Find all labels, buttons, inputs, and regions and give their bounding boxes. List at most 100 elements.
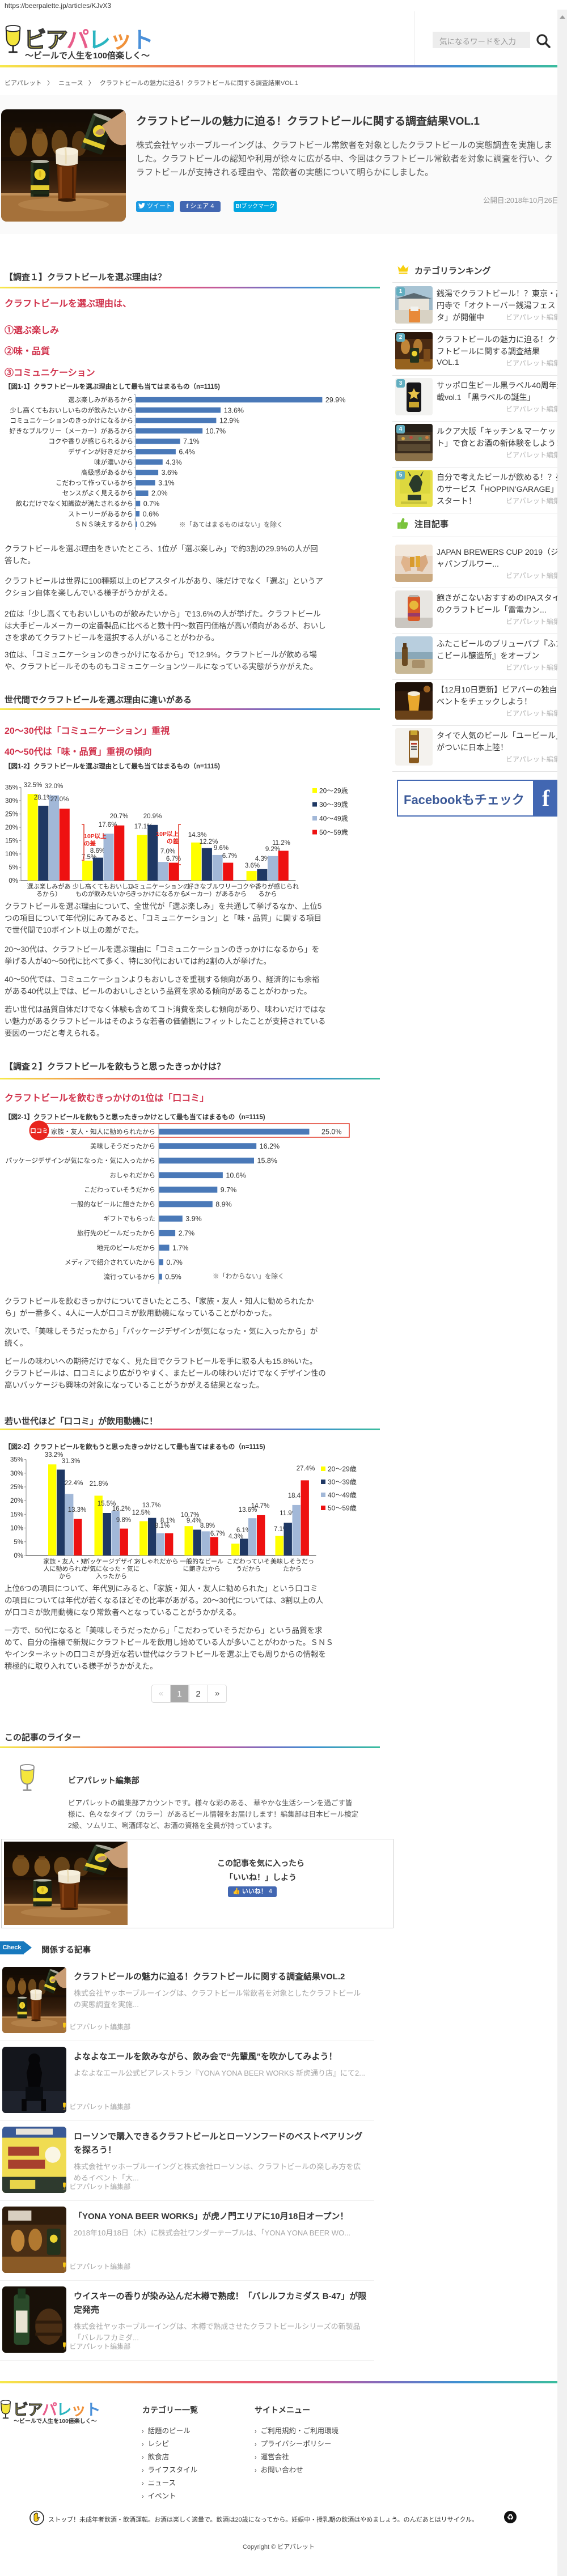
svg-text:ＳＮＳ映えするから: ＳＮＳ映えするから — [75, 521, 134, 528]
svg-text:20%: 20% — [10, 1498, 23, 1504]
svg-text:パッケージデザイン: パッケージデザイン — [83, 1557, 139, 1565]
svg-text:※「わからない」を除く: ※「わからない」を除く — [213, 1272, 285, 1280]
svg-text:15%: 15% — [5, 838, 18, 845]
svg-text:パッケージデザインが気になった・気に入ったから: パッケージデザインが気になった・気に入ったから — [6, 1157, 155, 1164]
svg-text:メディアで紹介されていたから: メディアで紹介されていたから — [65, 1258, 155, 1266]
svg-text:6.1%: 6.1% — [236, 1527, 251, 1534]
svg-text:3.6%: 3.6% — [162, 469, 178, 477]
svg-text:16.2%: 16.2% — [112, 1506, 131, 1512]
svg-text:50〜59歳: 50〜59歳 — [319, 828, 348, 836]
svg-text:4.3%: 4.3% — [166, 458, 182, 466]
svg-text:※「あてはまるものはない」を除く: ※「あてはまるものはない」を除く — [179, 521, 284, 529]
svg-text:6.7%: 6.7% — [222, 853, 237, 860]
svg-text:たから: たから — [283, 1565, 302, 1572]
svg-text:8.9%: 8.9% — [215, 1201, 232, 1209]
svg-text:14.7%: 14.7% — [251, 1503, 270, 1510]
svg-text:おしゃれだから: おしゃれだから — [110, 1172, 156, 1179]
svg-text:好きなブルワリー: 好きなブルワリー — [188, 882, 238, 890]
svg-text:0%: 0% — [14, 1553, 23, 1559]
svg-text:0.2%: 0.2% — [140, 521, 156, 529]
svg-text:飲むだけでなく知識欲が満たされるから: 飲むだけでなく知識欲が満たされるから — [16, 500, 133, 508]
svg-text:人に勧められた: 人に勧められた — [44, 1565, 87, 1572]
svg-text:5%: 5% — [14, 1539, 23, 1546]
svg-text:高級感があるから: 高級感があるから — [81, 469, 133, 477]
svg-text:50〜59歳: 50〜59歳 — [328, 1504, 357, 1512]
svg-text:が気になった・気に: が気になった・気に — [83, 1565, 139, 1572]
svg-text:コクや香りが感じられるから: コクや香りが感じられるから — [49, 437, 134, 445]
svg-text:10.7%: 10.7% — [206, 427, 226, 435]
svg-text:12.9%: 12.9% — [219, 417, 239, 425]
svg-text:きっかけになるから: きっかけになるから — [130, 890, 187, 898]
svg-text:9.6%: 9.6% — [214, 845, 229, 852]
svg-text:5%: 5% — [9, 865, 18, 872]
svg-text:るから）: るから） — [36, 890, 61, 898]
svg-text:35%: 35% — [5, 785, 18, 792]
svg-text:30%: 30% — [10, 1470, 23, 1477]
svg-text:選ぶ楽しみがあるから: 選ぶ楽しみがあるから — [68, 396, 133, 404]
svg-text:27.0%: 27.0% — [50, 796, 69, 803]
svg-text:7.0%: 7.0% — [160, 848, 175, 855]
svg-text:30〜39歳: 30〜39歳 — [319, 801, 348, 809]
svg-text:0.6%: 0.6% — [143, 510, 159, 518]
svg-text:10P以上: 10P以上 — [156, 830, 179, 838]
svg-text:28.1%: 28.1% — [34, 794, 53, 801]
svg-text:3.6%: 3.6% — [245, 862, 260, 869]
svg-text:15.5%: 15.5% — [98, 1500, 116, 1507]
svg-text:22.4%: 22.4% — [65, 1480, 83, 1487]
svg-text:20〜29歳: 20〜29歳 — [319, 787, 348, 795]
svg-text:10%: 10% — [5, 851, 18, 858]
svg-text:12.2%: 12.2% — [200, 839, 218, 845]
svg-text:8.6%: 8.6% — [90, 848, 105, 855]
svg-text:4.3%: 4.3% — [229, 1533, 243, 1540]
svg-text:6.4%: 6.4% — [179, 448, 195, 456]
svg-text:10%: 10% — [10, 1525, 23, 1532]
svg-text:センスがよく見えるから: センスがよく見えるから — [62, 489, 133, 497]
svg-text:7.1%: 7.1% — [183, 437, 200, 445]
svg-text:14.3%: 14.3% — [188, 832, 207, 839]
svg-text:25.0%: 25.0% — [321, 1128, 341, 1136]
svg-text:31.3%: 31.3% — [62, 1458, 81, 1465]
svg-text:6.7%: 6.7% — [210, 1531, 225, 1537]
svg-text:0%: 0% — [9, 878, 18, 885]
svg-text:地元のビールだから: 地元のビールだから — [97, 1244, 156, 1252]
svg-text:少し高くてもおいしいものが飲みたいから: 少し高くてもおいしいものが飲みたいから — [10, 406, 133, 414]
svg-text:25%: 25% — [10, 1484, 23, 1491]
svg-text:12.5%: 12.5% — [132, 1510, 151, 1516]
svg-text:13.3%: 13.3% — [68, 1507, 87, 1514]
svg-text:8.8%: 8.8% — [200, 1523, 215, 1529]
svg-text:16.2%: 16.2% — [260, 1142, 280, 1150]
svg-text:30〜39歳: 30〜39歳 — [328, 1478, 357, 1486]
svg-text:の差: の差 — [167, 838, 179, 845]
svg-text:9.4%: 9.4% — [187, 1517, 201, 1524]
svg-text:20.9%: 20.9% — [143, 813, 162, 820]
svg-text:15%: 15% — [10, 1511, 23, 1518]
svg-text:流行っているから: 流行っているから — [104, 1273, 155, 1281]
svg-text:少し高くてもおいしい: 少し高くてもおいしい — [73, 882, 134, 890]
svg-text:29.9%: 29.9% — [325, 396, 345, 404]
svg-text:るから: るから — [259, 890, 277, 898]
svg-text:ストーリーがあるから: ストーリーがあるから — [68, 510, 133, 518]
svg-text:13.7%: 13.7% — [142, 1502, 161, 1509]
svg-text:20.7%: 20.7% — [110, 813, 129, 820]
svg-text:1.7%: 1.7% — [172, 1244, 189, 1252]
svg-text:入ったから: 入ったから — [96, 1572, 127, 1580]
svg-text:9.2%: 9.2% — [265, 846, 280, 853]
svg-text:味が濃いから: 味が濃いから — [94, 458, 133, 466]
svg-text:32.0%: 32.0% — [45, 783, 64, 790]
svg-text:好きなブルワリー（メーカー）があるから: 好きなブルワリー（メーカー）があるから — [10, 427, 134, 435]
svg-text:コクや香りが感じられ: コクや香りが感じられ — [236, 882, 299, 890]
svg-text:15.8%: 15.8% — [257, 1157, 277, 1165]
svg-text:10.6%: 10.6% — [226, 1171, 246, 1179]
svg-text:27.4%: 27.4% — [297, 1465, 315, 1472]
svg-text:7.5%: 7.5% — [82, 854, 96, 861]
svg-text:♻: ♻ — [507, 2513, 514, 2522]
svg-text:美味しそうだったから: 美味しそうだったから — [90, 1142, 155, 1150]
svg-text:6.7%: 6.7% — [166, 856, 181, 862]
svg-text:10.7%: 10.7% — [181, 1512, 200, 1519]
svg-text:2.0%: 2.0% — [151, 490, 168, 498]
svg-text:20%: 20% — [5, 824, 18, 831]
svg-text:に飽きたから: に飽きたから — [183, 1565, 221, 1572]
svg-text:（メーカー）があるから: （メーカー）があるから — [178, 890, 247, 898]
svg-text:8.1%: 8.1% — [155, 1523, 170, 1529]
svg-text:25%: 25% — [5, 811, 18, 818]
